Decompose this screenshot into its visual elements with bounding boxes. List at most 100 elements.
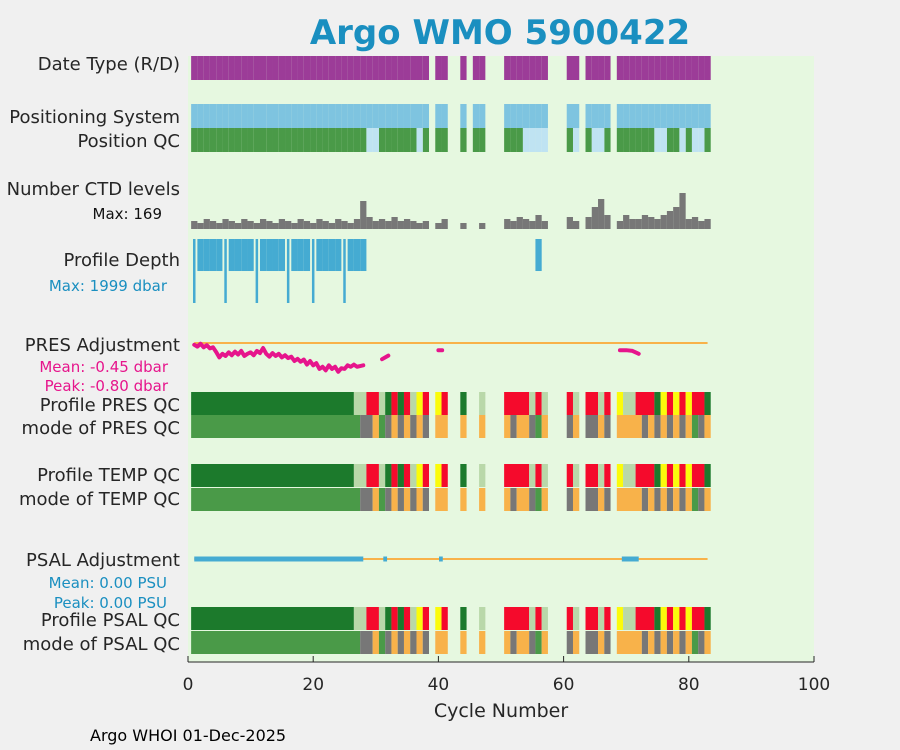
mode-temp-qc-bar	[410, 488, 417, 511]
profile-psal-qc-bar	[378, 607, 386, 630]
profile-pres-qc-bar	[353, 392, 367, 415]
mode-psal-qc-bar	[516, 631, 530, 654]
date-type-bar	[397, 56, 404, 80]
positioning-system-bar	[504, 104, 511, 128]
date-type-bar	[666, 56, 674, 80]
positioning-system-bar	[416, 104, 423, 128]
mode-pres-qc-bar	[510, 415, 517, 438]
profile-psal-qc-bar	[616, 607, 624, 630]
mode-psal-qc-bar	[435, 631, 448, 654]
profile-pres-qc-bar	[535, 392, 542, 415]
mode-temp-qc-bar	[479, 488, 486, 511]
mode-temp-qc-bar	[691, 488, 699, 511]
positioning-system-bar	[666, 104, 674, 128]
profile-pres-qc-bar	[654, 392, 661, 415]
profile-pres-qc-bar	[572, 392, 580, 415]
date-type-bar	[303, 56, 311, 80]
ctd-levels-bar	[566, 217, 573, 229]
position-qc-good-bar	[303, 128, 311, 152]
date-type-bar	[322, 56, 329, 80]
profile-depth-bar	[216, 239, 223, 272]
position-qc-pale-bar	[598, 128, 605, 152]
date-type-bar	[504, 56, 511, 80]
position-qc-good-bar	[203, 128, 210, 152]
profile-psal-qc-bar	[353, 607, 367, 630]
ctd-levels-bar	[203, 219, 210, 229]
position-qc-good-bar	[197, 128, 204, 152]
chart-marks	[191, 56, 711, 654]
profile-pres-qc-bar	[504, 392, 530, 415]
positioning-system-bar	[222, 104, 229, 128]
position-qc-pale-bar	[698, 128, 705, 152]
mode-temp-qc-bar	[416, 488, 423, 511]
ctd-levels-bar	[216, 223, 223, 229]
position-qc-good-bar	[391, 128, 398, 152]
ctd-levels-bar	[228, 221, 235, 229]
mode-psal-qc-bar	[685, 631, 692, 654]
ctd-levels-bar	[222, 219, 229, 229]
positioning-system-bar	[266, 104, 273, 128]
profile-pres-qc-bar	[541, 392, 548, 415]
label-psal-adjustment: PSAL Adjustment	[26, 550, 180, 571]
position-qc-good-bar	[616, 128, 624, 152]
pres-adjustment-line	[380, 353, 391, 362]
positioning-system-bar	[328, 104, 336, 128]
date-type-bar	[328, 56, 336, 80]
position-qc-good-bar	[241, 128, 248, 152]
positioning-system-bar	[378, 104, 386, 128]
date-type-bar	[435, 56, 442, 80]
position-qc-good-bar	[335, 128, 342, 152]
date-type-bar	[391, 56, 398, 80]
position-qc-good-bar	[316, 128, 323, 152]
positioning-system-bar	[360, 104, 367, 128]
profile-psal-qc-bar	[673, 607, 680, 630]
ctd-levels-bar	[410, 221, 417, 229]
mode-psal-qc-bar	[648, 631, 655, 654]
ctd-levels-bar	[197, 223, 204, 229]
psal-peak-label: Peak: 0.00 PSU	[54, 594, 167, 612]
profile-temp-qc-bar	[435, 464, 442, 487]
mode-psal-qc-bar	[391, 631, 398, 654]
positioning-system-bar	[366, 104, 373, 128]
ctd-levels-bar	[241, 219, 248, 229]
position-qc-good-bar	[566, 128, 573, 152]
date-type-bar	[591, 56, 599, 80]
date-type-bar	[648, 56, 655, 80]
date-type-bar	[510, 56, 517, 80]
mode-psal-qc-bar	[510, 631, 517, 654]
positioning-system-bar	[422, 104, 430, 128]
mode-temp-qc-bar	[191, 488, 361, 511]
date-type-bar	[360, 56, 367, 80]
ctd-levels-bar	[341, 221, 348, 229]
position-qc-good-bar	[322, 128, 329, 152]
position-qc-good-bar	[623, 128, 630, 152]
profile-pres-qc-bar	[616, 392, 624, 415]
mode-pres-qc-bar	[191, 415, 361, 438]
ctd-levels-bar	[234, 223, 242, 229]
mode-pres-qc-bar	[529, 415, 536, 438]
positioning-system-bar	[679, 104, 686, 128]
mode-pres-qc-bar	[516, 415, 530, 438]
ctd-levels-bar	[598, 199, 605, 229]
profile-temp-qc-bar	[460, 464, 467, 487]
mode-temp-qc-bar	[535, 488, 542, 511]
profile-psal-qc-bar	[479, 607, 486, 630]
positioning-system-bar	[591, 104, 599, 128]
profile-depth-bar	[209, 239, 217, 272]
ctd-levels-bar	[259, 219, 267, 229]
mode-psal-qc-bar	[460, 631, 467, 654]
position-qc-good-bar	[604, 128, 611, 152]
profile-depth-bar	[311, 239, 315, 303]
positioning-system-bar	[259, 104, 267, 128]
positioning-system-bar	[228, 104, 235, 128]
profile-temp-qc-bar	[479, 464, 486, 487]
position-qc-good-bar	[285, 128, 292, 152]
date-type-bar	[310, 56, 317, 80]
position-qc-good-bar	[422, 128, 430, 152]
date-type-bar	[191, 56, 198, 80]
position-qc-good-bar	[441, 128, 448, 152]
ctd-levels-bar	[422, 221, 430, 229]
ctd-levels-bar	[529, 221, 536, 229]
mode-pres-qc-bar	[698, 415, 705, 438]
date-type-bar	[641, 56, 649, 80]
